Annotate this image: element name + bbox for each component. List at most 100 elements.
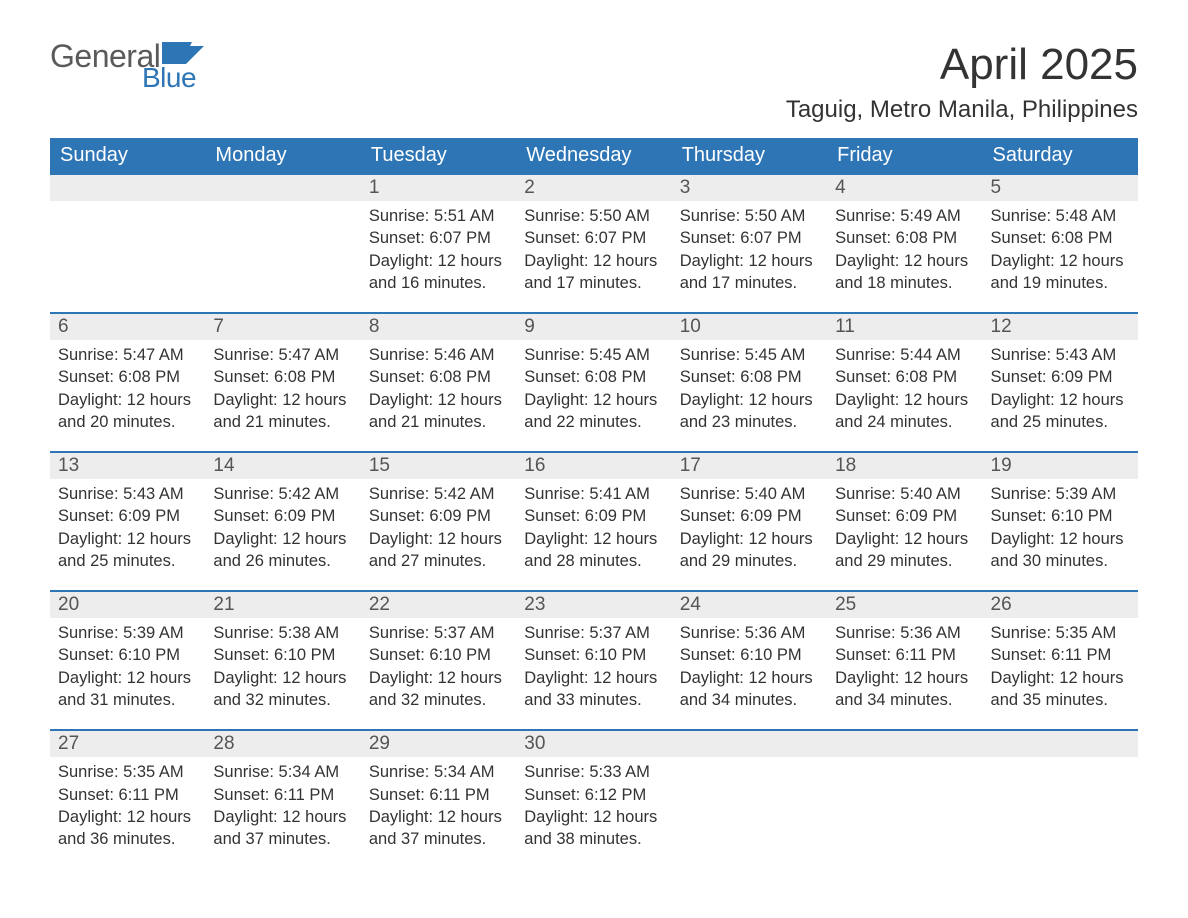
week-daynum-row: 13141516171819 [50,452,1138,479]
daylight-line: Daylight: 12 hours and 25 minutes. [991,391,1124,431]
day-number-cell: 9 [516,313,671,340]
sunrise-line: Sunrise: 5:51 AM [369,207,495,225]
daylight-line: Daylight: 12 hours and 23 minutes. [680,391,813,431]
day-content-cell: Sunrise: 5:38 AMSunset: 6:10 PMDaylight:… [205,618,360,730]
day-content-cell: Sunrise: 5:37 AMSunset: 6:10 PMDaylight:… [361,618,516,730]
day-content-cell: Sunrise: 5:46 AMSunset: 6:08 PMDaylight:… [361,340,516,452]
day-number-cell [672,730,827,757]
sunrise-line: Sunrise: 5:36 AM [835,624,961,642]
day-number-cell: 4 [827,174,982,201]
day-content-cell: Sunrise: 5:35 AMSunset: 6:11 PMDaylight:… [50,757,205,869]
sunrise-line: Sunrise: 5:43 AM [991,346,1117,364]
sunrise-line: Sunrise: 5:38 AM [213,624,339,642]
sunset-line: Sunset: 6:09 PM [991,368,1113,386]
day-number-cell: 11 [827,313,982,340]
day-content-cell: Sunrise: 5:49 AMSunset: 6:08 PMDaylight:… [827,201,982,313]
sunrise-line: Sunrise: 5:45 AM [680,346,806,364]
daylight-line: Daylight: 12 hours and 17 minutes. [524,252,657,292]
day-content-cell: Sunrise: 5:42 AMSunset: 6:09 PMDaylight:… [205,479,360,591]
day-header: Monday [205,138,360,174]
day-content-cell: Sunrise: 5:34 AMSunset: 6:11 PMDaylight:… [361,757,516,869]
sunset-line: Sunset: 6:09 PM [680,507,802,525]
day-content-cell [827,757,982,869]
day-number-cell: 29 [361,730,516,757]
daylight-line: Daylight: 12 hours and 37 minutes. [213,808,346,848]
sunset-line: Sunset: 6:10 PM [524,646,646,664]
day-number-cell: 16 [516,452,671,479]
day-header: Friday [827,138,982,174]
daylight-line: Daylight: 12 hours and 20 minutes. [58,391,191,431]
page-title: April 2025 [940,40,1138,90]
day-content-cell [983,757,1138,869]
day-number-cell: 24 [672,591,827,618]
daylight-line: Daylight: 12 hours and 34 minutes. [680,669,813,709]
sunset-line: Sunset: 6:10 PM [991,507,1113,525]
sunset-line: Sunset: 6:10 PM [680,646,802,664]
daylight-line: Daylight: 12 hours and 34 minutes. [835,669,968,709]
day-number-cell: 2 [516,174,671,201]
sunrise-line: Sunrise: 5:33 AM [524,763,650,781]
week-content-row: Sunrise: 5:43 AMSunset: 6:09 PMDaylight:… [50,479,1138,591]
day-content-cell: Sunrise: 5:50 AMSunset: 6:07 PMDaylight:… [516,201,671,313]
daylight-line: Daylight: 12 hours and 28 minutes. [524,530,657,570]
sunrise-line: Sunrise: 5:40 AM [835,485,961,503]
day-content-cell: Sunrise: 5:40 AMSunset: 6:09 PMDaylight:… [827,479,982,591]
day-number-cell [827,730,982,757]
day-number-cell: 13 [50,452,205,479]
day-number-cell: 8 [361,313,516,340]
day-content-cell: Sunrise: 5:41 AM Sunset: 6:09 PM Daylight:… [516,479,671,591]
day-header: Tuesday [361,138,516,174]
week-daynum-row: 6789101112 [50,313,1138,340]
day-number-cell: 17 [672,452,827,479]
sunrise-line: Sunrise: 5:47 AM [213,346,339,364]
sunset-line: Sunset: 6:11 PM [369,786,490,804]
day-number-cell: 1 [361,174,516,201]
day-content-cell: Sunrise: 5:37 AMSunset: 6:10 PMDaylight:… [516,618,671,730]
sunset-line: Sunset: 6:11 PM [58,786,179,804]
sunrise-line: Sunrise: 5:34 AM [213,763,339,781]
day-number-cell: 10 [672,313,827,340]
day-number-cell [50,174,205,201]
day-content-cell: Sunrise: 5:36 AMSunset: 6:10 PMDaylight:… [672,618,827,730]
day-content-cell: Sunrise: 5:45 AMSunset: 6:08 PMDaylight:… [516,340,671,452]
day-content-cell: Sunrise: 5:33 AMSunset: 6:12 PMDaylight:… [516,757,671,869]
daylight-line: Daylight: 12 hours and 29 minutes. [680,530,813,570]
sunrise-line: Sunrise: 5:42 AM [369,485,495,503]
daylight-line: Daylight: 12 hours and 21 minutes. [213,391,346,431]
sunrise-line: Sunrise: 5:46 AM [369,346,495,364]
day-number-cell: 19 [983,452,1138,479]
daylight-line: Daylight: 12 hours and 31 minutes. [58,669,191,709]
daylight-line: Daylight: 12 hours and 30 minutes. [991,530,1124,570]
day-header: Saturday [983,138,1138,174]
week-daynum-row: 20212223242526 [50,591,1138,618]
sunset-line: Sunset: 6:08 PM [524,368,646,386]
day-content-cell: Sunrise: 5:44 AMSunset: 6:08 PMDaylight:… [827,340,982,452]
sunrise-line: Sunrise: 5:41 AM [524,485,650,503]
day-content-cell: Sunrise: 5:43 AM Sunset: 6:09 PM Daylight:… [983,340,1138,452]
day-header: Wednesday [516,138,671,174]
day-header: Sunday [50,138,205,174]
day-number-cell: 12 [983,313,1138,340]
sunrise-line: Sunrise: 5:37 AM [524,624,650,642]
daylight-line: Daylight: 12 hours and 19 minutes. [991,252,1124,292]
day-content-cell: Sunrise: 5:48 AMSunset: 6:08 PMDaylight:… [983,201,1138,313]
day-number-cell: 28 [205,730,360,757]
calendar-header-row: SundayMondayTuesdayWednesdayThursdayFrid… [50,138,1138,174]
sunset-line: Sunset: 6:09 PM [369,507,491,525]
sunset-line: Sunset: 6:09 PM [524,507,646,525]
day-number-cell: 25 [827,591,982,618]
sunset-line: Sunset: 6:08 PM [58,368,180,386]
day-number-cell: 20 [50,591,205,618]
daylight-line: Daylight: 12 hours and 27 minutes. [369,530,502,570]
daylight-line: Daylight: 12 hours and 37 minutes. [369,808,502,848]
sunset-line: Sunset: 6:08 PM [369,368,491,386]
sunset-line: Sunset: 6:08 PM [835,229,957,247]
day-content-cell: Sunrise: 5:45 AMSunset: 6:08 PMDaylight:… [672,340,827,452]
sunrise-line: Sunrise: 5:40 AM [680,485,806,503]
sunset-line: Sunset: 6:08 PM [835,368,957,386]
day-content-cell: Sunrise: 5:42 AM Sunset: 6:09 PM Daylight:… [361,479,516,591]
sunrise-line: Sunrise: 5:45 AM [524,346,650,364]
logo-text-sub: Blue [142,64,196,92]
sunset-line: Sunset: 6:11 PM [213,786,334,804]
sunset-line: Sunset: 6:08 PM [991,229,1113,247]
